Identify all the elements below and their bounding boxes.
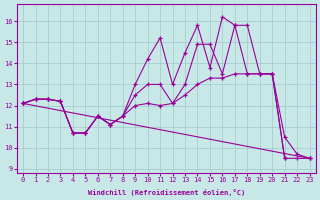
X-axis label: Windchill (Refroidissement éolien,°C): Windchill (Refroidissement éolien,°C) [88,189,245,196]
